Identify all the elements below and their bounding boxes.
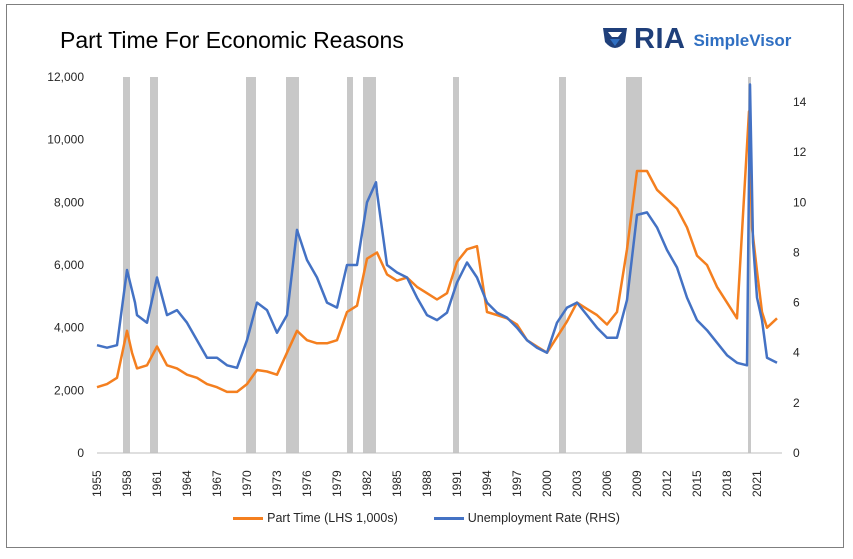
y-right-tick-label: 14 — [793, 95, 807, 109]
x-tick-label: 2009 — [630, 470, 644, 497]
legend-item-unemployment: Unemployment Rate (RHS) — [433, 511, 620, 525]
legend-swatch-unemployment — [433, 516, 464, 520]
logo-product: SimpleVisor — [693, 31, 792, 50]
x-tick-label: 1994 — [480, 470, 494, 497]
logo: RIA SimpleVisor — [600, 22, 791, 56]
y-left-tick-label: 12,000 — [47, 70, 84, 84]
x-tick-label: 1976 — [300, 470, 314, 497]
y-right-tick-label: 0 — [793, 446, 800, 460]
x-tick-label: 2003 — [570, 470, 584, 497]
x-tick-label: 1991 — [450, 470, 464, 497]
x-tick-label: 1955 — [90, 470, 104, 497]
logo-brand: RIA — [634, 22, 686, 55]
y-left-tick-label: 6,000 — [54, 258, 84, 272]
series-line-unemployment — [96, 83, 778, 370]
x-tick-label: 1997 — [510, 470, 524, 497]
x-tick-label: 1973 — [270, 470, 284, 497]
y-right-tick-label: 6 — [793, 296, 800, 310]
recession-band-5 — [363, 77, 376, 453]
legend-label-part-time: Part Time (LHS 1,000s) — [267, 511, 398, 525]
left-axis-ticks: 0 2,000 4,000 6,000 8,000 10,000 12,000 — [47, 70, 84, 460]
legend: Part Time (LHS 1,000s) Unemployment Rate… — [0, 511, 853, 525]
recession-band-0 — [123, 77, 130, 453]
x-tick-label: 1961 — [150, 470, 164, 497]
legend-swatch-part-time — [233, 516, 264, 520]
x-tick-label: 1958 — [120, 470, 134, 497]
chart-frame — [6, 4, 844, 548]
right-axis-ticks: 0 2 4 6 8 10 12 14 — [793, 95, 807, 460]
x-axis-ticks: 1955 1958 1961 1964 1967 1970 1973 1976 1979 1982… — [90, 470, 764, 497]
recession-band-8 — [626, 77, 642, 453]
y-right-tick-label: 2 — [793, 396, 800, 410]
y-right-tick-label: 8 — [793, 245, 800, 259]
x-tick-label: 2012 — [660, 470, 674, 497]
x-tick-label: 1988 — [420, 470, 434, 497]
y-right-tick-label: 10 — [793, 195, 807, 209]
x-tick-label: 1979 — [330, 470, 344, 497]
x-tick-label: 1982 — [360, 470, 374, 497]
series-line-part-time — [96, 110, 778, 394]
y-left-tick-label: 4,000 — [54, 321, 84, 335]
x-tick-label: 1967 — [210, 470, 224, 497]
x-tick-label: 1985 — [390, 470, 404, 497]
eagle-shield-icon — [603, 28, 627, 48]
y-left-tick-label: 0 — [77, 446, 84, 460]
recession-band-7 — [559, 77, 566, 453]
recession-band-1 — [150, 77, 158, 453]
series-lines — [96, 83, 778, 394]
x-tick-label: 1964 — [180, 470, 194, 497]
legend-label-unemployment: Unemployment Rate (RHS) — [467, 511, 620, 525]
y-left-tick-label: 10,000 — [47, 133, 84, 147]
chart-title: Part Time For Economic Reasons — [60, 27, 404, 53]
recession-bands — [123, 77, 751, 453]
x-tick-label: 2018 — [720, 470, 734, 497]
y-left-tick-label: 2,000 — [54, 383, 84, 397]
x-tick-label: 2006 — [600, 470, 614, 497]
y-right-tick-label: 12 — [793, 145, 807, 159]
y-right-tick-label: 4 — [793, 346, 800, 360]
legend-item-part-time: Part Time (LHS 1,000s) — [233, 511, 398, 525]
x-tick-label: 2015 — [690, 470, 704, 497]
y-left-tick-label: 8,000 — [54, 195, 84, 209]
x-tick-label: 2000 — [540, 470, 554, 497]
x-tick-label: 1970 — [240, 470, 254, 497]
recession-band-9 — [748, 77, 751, 453]
x-tick-label: 2021 — [750, 470, 764, 497]
recession-band-2 — [246, 77, 256, 453]
